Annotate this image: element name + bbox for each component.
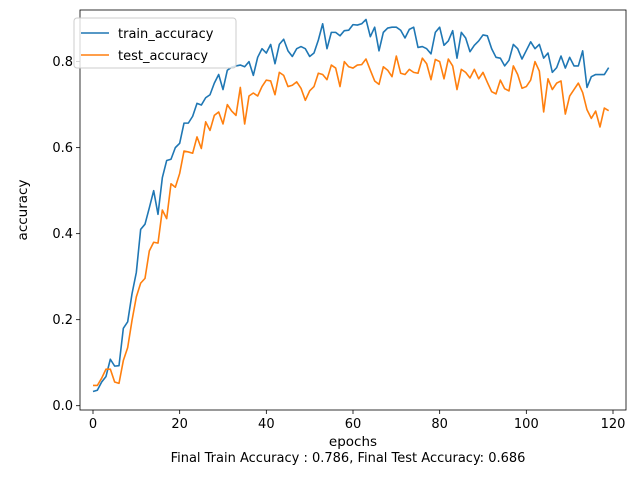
y-tick-label: 0.8 <box>52 55 73 70</box>
legend-box <box>73 17 237 69</box>
x-tick-label: 40 <box>258 417 275 432</box>
x-tick-label: 0 <box>89 417 97 432</box>
x-axis-ticks: 0 20 40 60 80 100 120 <box>89 410 626 432</box>
legend: train_accuracy test_accuracy <box>73 17 237 69</box>
legend-label-test: test_accuracy <box>118 49 208 64</box>
legend-label-train: train_accuracy <box>118 27 214 42</box>
y-tick-label: 0.2 <box>52 313 73 328</box>
x-tick-label: 80 <box>431 417 448 432</box>
x-axis-label: epochs <box>329 434 377 450</box>
x-tick-label: 100 <box>514 417 539 432</box>
x-tick-label: 20 <box>171 417 188 432</box>
series-line-train-accuracy <box>92 18 610 393</box>
y-axis-label: accuracy <box>15 180 31 241</box>
series-line-test-accuracy <box>93 55 610 387</box>
y-tick-label: 0.6 <box>52 141 73 156</box>
x-tick-label: 120 <box>601 417 626 432</box>
x-tick-label: 60 <box>345 417 362 432</box>
series-layer <box>92 18 610 393</box>
y-tick-label: 0.0 <box>52 399 73 414</box>
y-tick-label: 0.4 <box>52 227 73 242</box>
y-axis-ticks: 0.0 0.2 0.4 0.6 0.8 <box>52 55 80 414</box>
caption: Final Train Accuracy : 0.786, Final Test… <box>171 451 526 466</box>
